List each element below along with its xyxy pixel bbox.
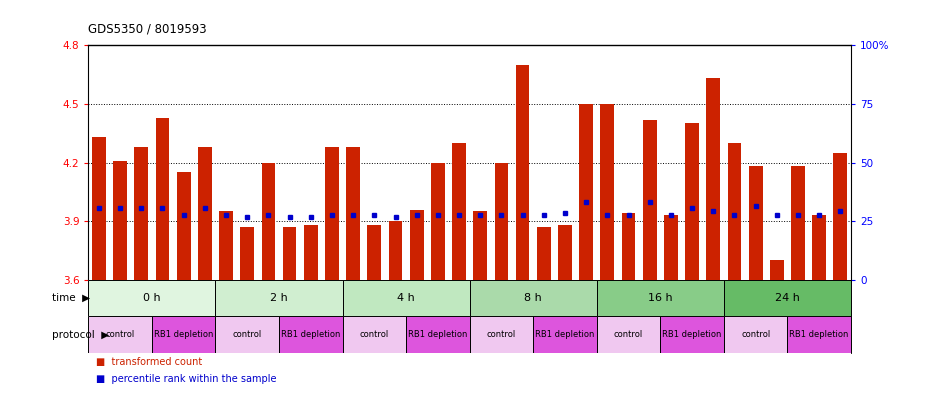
Bar [724, 316, 788, 353]
Text: control: control [486, 330, 516, 339]
Bar [788, 316, 851, 353]
Bar [812, 215, 826, 280]
Bar [261, 163, 275, 280]
Bar [643, 119, 657, 280]
Bar [533, 316, 597, 353]
Bar [326, 147, 339, 280]
Bar [597, 280, 724, 316]
Text: 16 h: 16 h [648, 293, 672, 303]
Text: control: control [105, 330, 135, 339]
Bar [279, 316, 342, 353]
Bar [135, 147, 148, 280]
Bar [452, 143, 466, 280]
Bar [597, 316, 660, 353]
Text: control: control [232, 330, 262, 339]
Bar [177, 173, 191, 280]
Text: control: control [360, 330, 389, 339]
Bar [346, 147, 360, 280]
Bar [113, 161, 127, 280]
Bar [685, 123, 699, 280]
Text: 4 h: 4 h [397, 293, 415, 303]
Bar [342, 280, 470, 316]
Bar [664, 215, 678, 280]
Bar [240, 227, 254, 280]
Text: 24 h: 24 h [775, 293, 800, 303]
Bar [219, 211, 232, 280]
Text: GDS5350 / 8019593: GDS5350 / 8019593 [88, 22, 207, 35]
Bar [155, 118, 169, 280]
Bar [283, 227, 297, 280]
Bar [470, 280, 597, 316]
Text: RB1 depletion: RB1 depletion [790, 330, 849, 339]
Bar [406, 316, 470, 353]
Text: time  ▶: time ▶ [52, 293, 90, 303]
Text: control: control [614, 330, 644, 339]
Bar [473, 211, 487, 280]
Text: 0 h: 0 h [143, 293, 161, 303]
Text: RB1 depletion: RB1 depletion [408, 330, 468, 339]
Text: RB1 depletion: RB1 depletion [281, 330, 340, 339]
Bar [660, 316, 724, 353]
Bar [410, 209, 423, 280]
Bar [601, 104, 614, 280]
Bar [152, 316, 216, 353]
Bar [537, 227, 551, 280]
Bar [727, 143, 741, 280]
Bar [342, 316, 406, 353]
Text: ■  transformed count: ■ transformed count [96, 358, 202, 367]
Bar [470, 316, 533, 353]
Bar [88, 316, 152, 353]
Bar [791, 167, 804, 280]
Bar [516, 65, 529, 280]
Bar [749, 167, 763, 280]
Bar [304, 225, 318, 280]
Text: protocol  ▶: protocol ▶ [52, 330, 110, 340]
Bar [724, 280, 851, 316]
Bar [389, 221, 403, 280]
Text: ■  percentile rank within the sample: ■ percentile rank within the sample [96, 374, 276, 384]
Text: control: control [741, 330, 770, 339]
Text: 2 h: 2 h [270, 293, 288, 303]
Bar [579, 104, 593, 280]
Bar [495, 163, 509, 280]
Bar [198, 147, 212, 280]
Bar [88, 280, 216, 316]
Bar [621, 213, 635, 280]
Bar [833, 153, 847, 280]
Bar [216, 316, 279, 353]
Bar [431, 163, 445, 280]
Bar [770, 260, 784, 280]
Text: 8 h: 8 h [525, 293, 542, 303]
Bar [216, 280, 342, 316]
Bar [92, 137, 106, 280]
Text: RB1 depletion: RB1 depletion [154, 330, 213, 339]
Text: RB1 depletion: RB1 depletion [536, 330, 594, 339]
Bar [367, 225, 381, 280]
Bar [558, 225, 572, 280]
Text: RB1 depletion: RB1 depletion [662, 330, 722, 339]
Bar [707, 79, 720, 280]
